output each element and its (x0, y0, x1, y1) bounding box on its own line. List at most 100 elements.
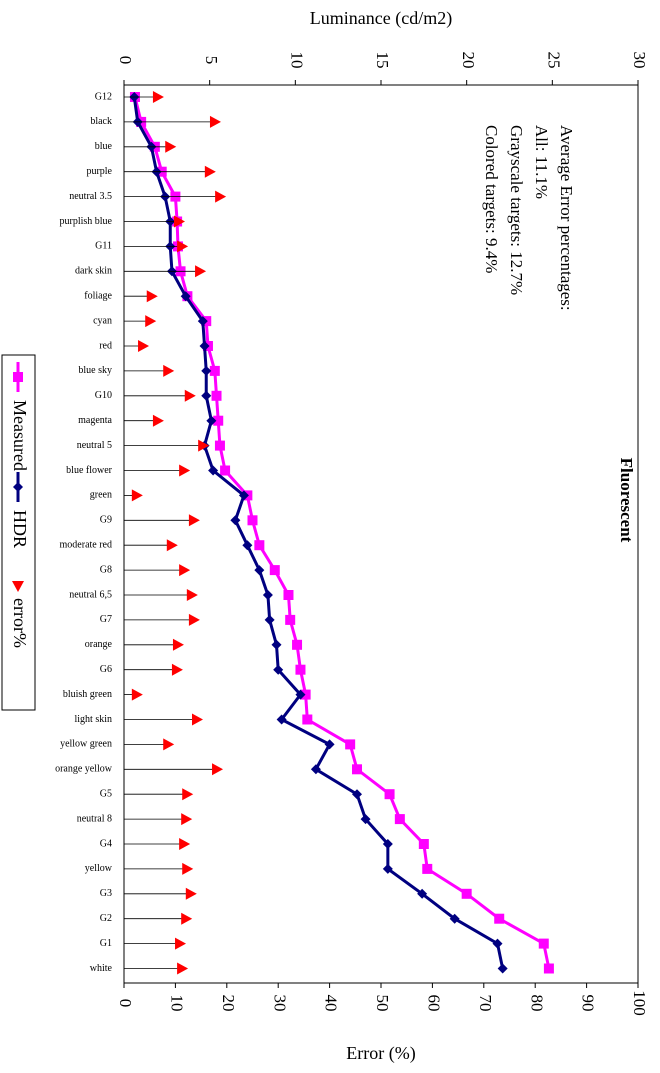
series-marker (394, 814, 405, 825)
series-marker (283, 590, 294, 600)
error-item (124, 962, 189, 975)
series-marker (494, 913, 505, 924)
error-marker (184, 389, 196, 402)
series-marker (418, 839, 429, 849)
legend-label: error% (10, 598, 30, 648)
y2-tick-label: 40 (322, 995, 341, 1012)
category-label: G12 (95, 91, 112, 102)
series-marker (382, 863, 393, 874)
error-item (124, 165, 216, 178)
category-label: foliage (84, 290, 112, 301)
y2-tick-label: 90 (579, 995, 598, 1012)
error-marker (195, 265, 207, 278)
series-line (132, 96, 505, 969)
category-label: yellow green (60, 739, 112, 750)
error-marker (152, 414, 164, 427)
series-marker (384, 789, 395, 800)
error-item (124, 464, 191, 477)
error-item (124, 713, 203, 726)
series-marker (285, 614, 296, 625)
legend-label: HDR (10, 510, 30, 548)
error-item (124, 912, 193, 925)
series-marker (497, 963, 508, 974)
error-marker (179, 564, 191, 577)
annotation: Colored targets: 9.4% (482, 125, 501, 273)
series-marker (247, 515, 258, 526)
error-marker (188, 613, 200, 626)
error-marker (166, 539, 178, 552)
category-label: light skin (74, 714, 112, 725)
error-item (124, 763, 224, 776)
error-marker (209, 115, 221, 128)
error-item (124, 589, 198, 601)
error-item (124, 887, 197, 900)
error-item (124, 862, 194, 875)
error-item (124, 638, 184, 651)
series-marker (295, 689, 306, 700)
error-marker (163, 738, 175, 751)
series-marker (213, 415, 224, 426)
error-marker (172, 638, 184, 651)
series-marker (292, 639, 303, 650)
category-label: neutral 3.5 (69, 191, 112, 202)
error-item (124, 813, 193, 826)
series-marker (254, 540, 265, 551)
series-marker (209, 365, 220, 376)
error-item (124, 265, 207, 278)
series-marker (352, 764, 363, 775)
series-marker (382, 839, 393, 849)
series-marker (295, 664, 306, 675)
error-marker (204, 165, 216, 178)
series-marker (238, 490, 249, 501)
error-item (124, 389, 196, 402)
error-marker (186, 589, 198, 601)
category-label: neutral 5 (77, 440, 112, 451)
error-item (124, 140, 177, 153)
y-tick-label: 10 (287, 52, 306, 69)
error-marker (182, 788, 194, 801)
error-marker (145, 315, 157, 328)
category-label: purplish blue (60, 216, 113, 227)
category-label: G11 (95, 241, 112, 252)
legend-label: Measured (10, 400, 30, 471)
y2-tick-label: 100 (630, 990, 649, 1016)
error-marker (146, 290, 158, 303)
category-label: G8 (100, 564, 112, 575)
error-marker (138, 340, 150, 352)
y-axis-title: Luminance (cd/m2) (310, 8, 452, 29)
error-marker (182, 862, 194, 875)
error-marker (177, 962, 189, 975)
error-item (124, 738, 175, 751)
category-label: G6 (100, 664, 112, 675)
series-marker (352, 789, 363, 800)
category-label: black (90, 116, 112, 127)
series-marker (461, 888, 472, 899)
category-label: orange (85, 639, 113, 650)
error-marker (179, 464, 191, 477)
series-marker (230, 515, 241, 526)
series-marker (262, 590, 273, 600)
y2-tick-label: 20 (219, 995, 238, 1012)
error-item (124, 240, 189, 253)
error-item (124, 315, 157, 328)
category-label: white (90, 963, 113, 974)
series-marker (201, 390, 212, 401)
category-label: G5 (100, 788, 112, 799)
y2-tick-label: 70 (476, 995, 495, 1012)
category-label: orange yellow (55, 764, 113, 775)
category-label: yellow (85, 863, 113, 874)
error-item (124, 340, 150, 352)
y-tick-label: 20 (459, 52, 478, 69)
series-marker (273, 664, 284, 675)
error-item (124, 838, 191, 850)
y2-tick-label: 60 (424, 995, 443, 1012)
category-label: purple (86, 166, 112, 177)
category-label: bluish green (63, 689, 112, 700)
category-label: blue sky (78, 365, 112, 376)
series-marker (199, 341, 210, 351)
series-marker (276, 714, 287, 725)
series-marker (271, 639, 282, 650)
error-item (124, 663, 183, 676)
error-marker (215, 190, 227, 203)
